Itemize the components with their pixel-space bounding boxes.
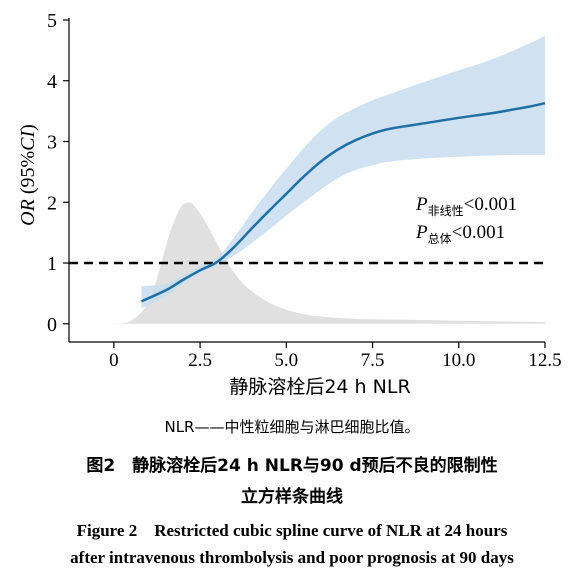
- y-label-open: (95%: [17, 151, 39, 199]
- ci-band: [141, 35, 545, 309]
- y-tick-label: 0: [47, 314, 57, 336]
- x-tick-label: 12.5: [528, 350, 561, 371]
- y-label-ci: CI: [17, 129, 39, 150]
- density-area: [110, 202, 546, 324]
- y-tick-label: 4: [47, 71, 57, 93]
- p-nonlinear-annotation: P非线性<0.001: [415, 194, 517, 218]
- figure-caption-en-line2: after intravenous thrombolysis and poor …: [70, 548, 514, 567]
- plot-area: [69, 35, 546, 324]
- y-tick-label: 1: [47, 253, 57, 275]
- spline-line: [140, 101, 546, 303]
- y-tick-label: 5: [47, 10, 57, 32]
- y-label-close: ): [17, 124, 39, 131]
- y-tick-label: 2: [47, 192, 57, 214]
- x-tick-label: 0: [109, 350, 119, 371]
- figure-caption-cn-line2: 立方样条曲线: [241, 487, 343, 507]
- x-tick-label: 5.0: [274, 350, 298, 371]
- y-label-or: OR: [17, 199, 39, 226]
- figure-caption-en-line1: Figure 2 Restricted cubic spline curve o…: [76, 521, 508, 540]
- y-tick-label: 3: [47, 132, 57, 154]
- y-axis-label: OR (95%CI): [17, 124, 39, 226]
- figure-caption-cn-line1: 图2 静脉溶栓后24 h NLR与90 d预后不良的限制性: [86, 456, 498, 476]
- p-overall-annotation: P总体<0.001: [415, 222, 505, 246]
- abbreviation-note: NLR——中性粒细胞与淋巴细胞比值。: [164, 418, 420, 436]
- x-tick-label: 7.5: [361, 350, 385, 371]
- x-axis-label: 静脉溶栓后24 h NLR: [229, 376, 410, 398]
- x-tick-label: 10.0: [442, 350, 475, 371]
- axes: 0 1 2 3 4 5 0 2.5 5.0 7.5 10.0 12.5: [47, 10, 562, 371]
- x-tick-label: 2.5: [188, 350, 212, 371]
